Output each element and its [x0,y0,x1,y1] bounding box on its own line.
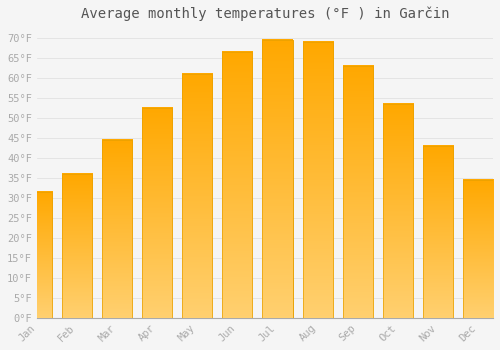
Bar [182,74,212,318]
Bar [342,65,372,318]
Bar [222,51,252,318]
Bar [383,104,413,318]
Bar [423,146,453,318]
Bar [222,51,252,318]
Bar [463,180,493,318]
Bar [423,146,453,318]
Bar [463,180,493,318]
Bar [302,42,332,318]
Bar [262,40,292,318]
Bar [383,104,413,318]
Bar [342,65,372,318]
Bar [182,74,212,318]
Bar [262,40,292,318]
Bar [22,192,52,318]
Title: Average monthly temperatures (°F ) in Garčin: Average monthly temperatures (°F ) in Ga… [80,7,449,21]
Bar [22,192,52,318]
Bar [142,108,172,318]
Bar [302,42,332,318]
Bar [102,140,132,318]
Bar [142,108,172,318]
Bar [62,174,92,318]
Bar [62,174,92,318]
Bar [102,140,132,318]
